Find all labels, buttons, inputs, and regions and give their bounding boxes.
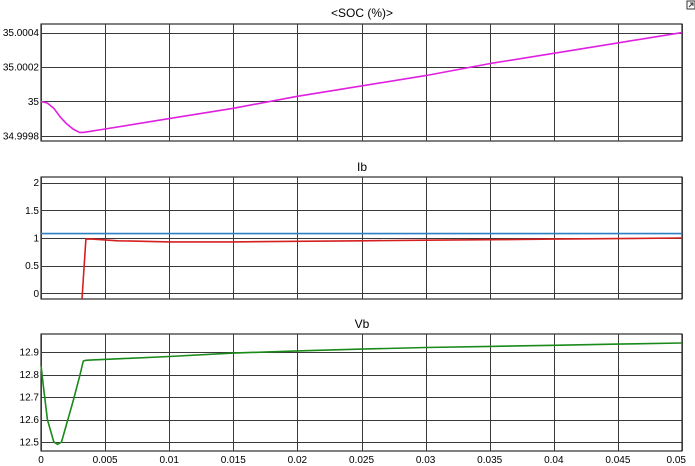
x-tick-label: 0.01 (159, 455, 179, 466)
panel-title: <SOC (%)> (331, 6, 393, 20)
x-tick-labels: 0 0.005 0.01 0.015 0.02 0.025 0.03 0.035 0.04 0.0… (38, 455, 686, 466)
series-line-0 (40, 31, 683, 134)
y-tick-label: 12.9 (20, 348, 40, 359)
x-tick-label: 0.005 (93, 455, 118, 466)
expand-icon (688, 2, 694, 8)
x-tick-label: 0.03 (416, 455, 436, 466)
y-tick-labels: 12.5 12.6 12.7 12.8 12.9 (20, 348, 40, 449)
y-tick-label: 2 (33, 178, 39, 189)
y-tick-label: 35 (28, 97, 40, 108)
y-tick-label: 35.0002 (3, 63, 40, 74)
soc-panel: <SOC (%)> 34.9998 35 35.0002 35.0004 (3, 6, 683, 142)
y-tick-label: 12.7 (20, 393, 40, 404)
x-tick-label: 0.015 (221, 455, 246, 466)
y-tick-label: 35.0004 (3, 28, 40, 39)
grid (41, 177, 683, 299)
series (40, 31, 683, 134)
grid (41, 24, 683, 141)
x-tick-label: 0.04 (544, 455, 564, 466)
x-tick-label: 0.045 (605, 455, 630, 466)
plot-area (40, 333, 683, 452)
x-tick-label: 0.05 (667, 455, 687, 466)
y-tick-label: 12.5 (20, 438, 40, 449)
y-tick-label: 1 (33, 234, 39, 245)
y-tick-label: 1.5 (25, 206, 39, 217)
x-tick-label: 0.035 (477, 455, 502, 466)
y-tick-label: 0 (33, 289, 39, 300)
series (41, 232, 683, 300)
y-tick-label: 12.8 (20, 370, 40, 381)
grid (41, 334, 683, 451)
x-tick-label: 0.02 (288, 455, 308, 466)
ib-panel: Ib 0 0.5 1 1.5 2 (25, 160, 683, 300)
x-tick-label: 0.025 (349, 455, 374, 466)
x-tick-label: 0 (38, 455, 44, 466)
panel-title: Ib (357, 160, 367, 174)
y-tick-label: 0.5 (25, 261, 39, 272)
panel-title: Vb (355, 317, 370, 331)
series-line-0 (40, 342, 683, 446)
y-tick-label: 34.9998 (3, 131, 40, 142)
series (40, 342, 683, 446)
y-tick-labels: 0 0.5 1 1.5 2 (25, 178, 39, 300)
series-line-1 (81, 237, 683, 300)
y-tick-label: 12.6 (20, 415, 40, 426)
vb-panel: Vb 12.512.612.712.812.9 0 0.005 0.01 0.015 0… (20, 317, 687, 466)
y-tick-labels: 34.9998 35 35.0002 35.0004 (3, 28, 40, 142)
